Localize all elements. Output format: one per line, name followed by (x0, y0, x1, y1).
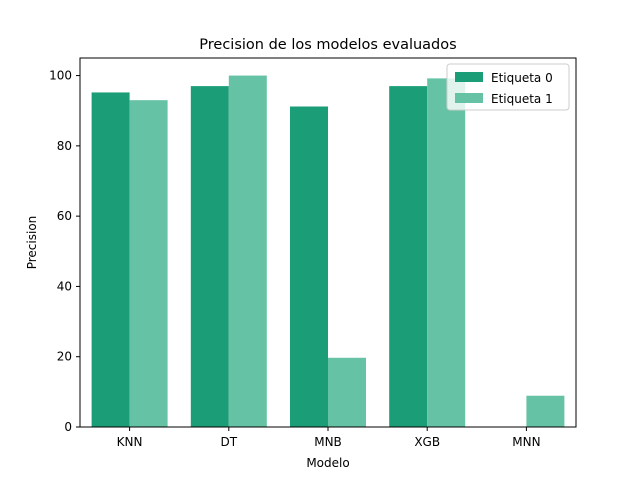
x-tick-label: KNN (117, 435, 143, 449)
bars-layer (91, 75, 565, 428)
legend-label: Etiqueta 0 (491, 71, 553, 85)
bar-mnn-series-1 (526, 395, 565, 427)
x-tick-label: MNN (512, 435, 540, 449)
y-tick-label: 40 (57, 279, 72, 293)
bar-mnb-series-1 (328, 357, 366, 427)
bar-knn-series-0 (91, 92, 130, 427)
legend-swatch (455, 93, 483, 103)
legend-swatch (455, 72, 483, 82)
legend: Etiqueta 0 Etiqueta 1 (446, 63, 570, 111)
bar-dt-series-0 (190, 86, 229, 427)
legend-label: Etiqueta 1 (491, 92, 553, 106)
bar-mnb-series-0 (290, 106, 328, 428)
bar-dt-series-1 (228, 75, 267, 428)
y-tick-label: 100 (49, 69, 72, 83)
y-tick-label: 60 (57, 209, 72, 223)
bar-knn-series-1 (129, 100, 168, 428)
x-axis-label: Modelo (306, 456, 349, 470)
y-axis: 0 20 40 60 80 100 (49, 69, 80, 434)
x-tick-label: MNB (314, 435, 342, 449)
x-tick-label: XGB (414, 435, 440, 449)
y-tick-label: 20 (57, 350, 72, 364)
y-tick-label: 80 (57, 139, 72, 153)
y-tick-label: 0 (64, 420, 72, 434)
chart-title: Precision de los modelos evaluados (199, 37, 456, 53)
x-tick-label: DT (221, 435, 238, 449)
bar-xgb-series-0 (389, 86, 428, 427)
bar-xgb-series-1 (427, 78, 466, 427)
y-axis-label: Precision (25, 216, 39, 270)
x-axis: KNN DT MNB XGB MNN (117, 427, 541, 449)
